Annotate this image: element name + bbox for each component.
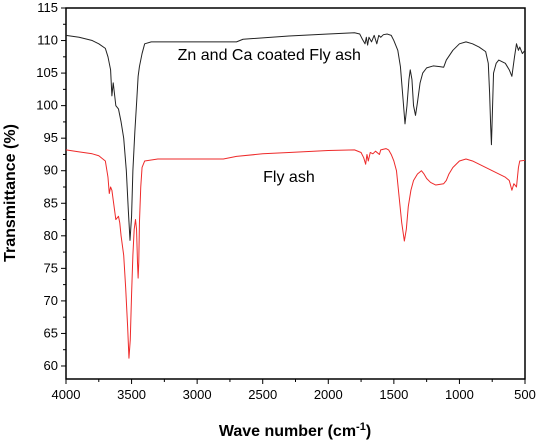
x-tick-label: 2500	[248, 387, 277, 402]
y-tick-label: 115	[37, 0, 58, 15]
x-axis-title: Wave number (cm-1)	[219, 421, 371, 440]
annotation-label-2: Fly ash	[263, 169, 315, 186]
series-layer	[65, 32, 526, 359]
y-tick-label: 80	[44, 228, 58, 243]
y-tick-label: 105	[36, 65, 58, 80]
series-line-2	[65, 148, 526, 359]
annotation-layer: Zn and Ca coated Fly ash Fly ash	[178, 47, 361, 186]
x-tick-label: 3000	[183, 387, 212, 402]
y-tick-label: 70	[44, 293, 58, 308]
x-tick-label: 1500	[379, 387, 408, 402]
x-tick-label: 1000	[445, 387, 474, 402]
annotation-label-1: Zn and Ca coated Fly ash	[178, 47, 361, 64]
y-tick-label: 60	[44, 358, 58, 373]
y-tick-label: 75	[44, 260, 58, 275]
x-tick-label: 3500	[117, 387, 146, 402]
y-axis-ticks: 60 65 70 75 80 85 90 95 100 105 110 115	[36, 0, 66, 373]
y-tick-label: 65	[44, 325, 58, 340]
x-tick-label: 4000	[52, 387, 81, 402]
y-tick-label: 110	[37, 33, 58, 48]
y-axis-title: Transmittance (%)	[2, 124, 19, 262]
x-tick-label: 2000	[314, 387, 343, 402]
series-line-1	[65, 32, 526, 241]
x-tick-label: 500	[514, 387, 536, 402]
y-tick-label: 85	[44, 195, 58, 210]
y-tick-label: 90	[44, 163, 58, 178]
y-tick-label: 95	[44, 130, 58, 145]
x-axis-ticks: 4000 3500 3000 2500 2000 1500 1000 500	[52, 379, 536, 402]
y-tick-label: 100	[36, 98, 58, 113]
